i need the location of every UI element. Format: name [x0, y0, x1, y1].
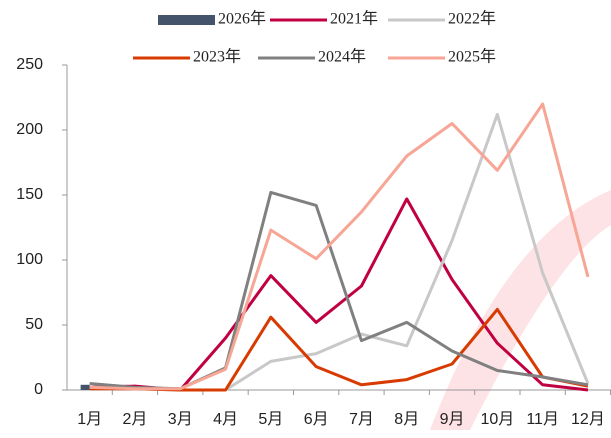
x-tick-label: 6月: [304, 411, 329, 428]
x-tick-label: 2月: [122, 411, 147, 428]
y-tick-label: 50: [25, 316, 43, 333]
x-tick-label: 10月: [480, 411, 514, 428]
watermark: [430, 190, 611, 430]
x-tick-label: 9月: [440, 411, 465, 428]
x-tick-label: 5月: [258, 411, 283, 428]
y-tick-label: 100: [16, 251, 43, 268]
x-tick-label: 8月: [394, 411, 419, 428]
x-tick-label: 4月: [213, 411, 238, 428]
y-tick-label: 150: [16, 186, 43, 203]
series-line: [89, 102, 590, 391]
legend-label: 2024年: [318, 48, 366, 66]
legend-label: 2025年: [448, 48, 496, 66]
y-tick-label: 0: [34, 381, 43, 398]
legend-swatch: [158, 15, 215, 25]
x-tick-label: 1月: [77, 411, 102, 428]
y-tick-label: 200: [16, 121, 43, 138]
legend-label: 2023年: [193, 48, 241, 66]
legend-label: 2022年: [448, 10, 496, 28]
y-tick-label: 250: [16, 56, 43, 73]
x-tick-label: 11月: [526, 411, 559, 428]
x-tick-label: 12月: [571, 411, 605, 428]
bar: [80, 384, 90, 390]
legend-label: 2021年: [330, 10, 378, 28]
x-tick-label: 7月: [349, 411, 374, 428]
x-tick-label: 3月: [168, 411, 193, 428]
legend-label: 2026年: [218, 10, 266, 28]
